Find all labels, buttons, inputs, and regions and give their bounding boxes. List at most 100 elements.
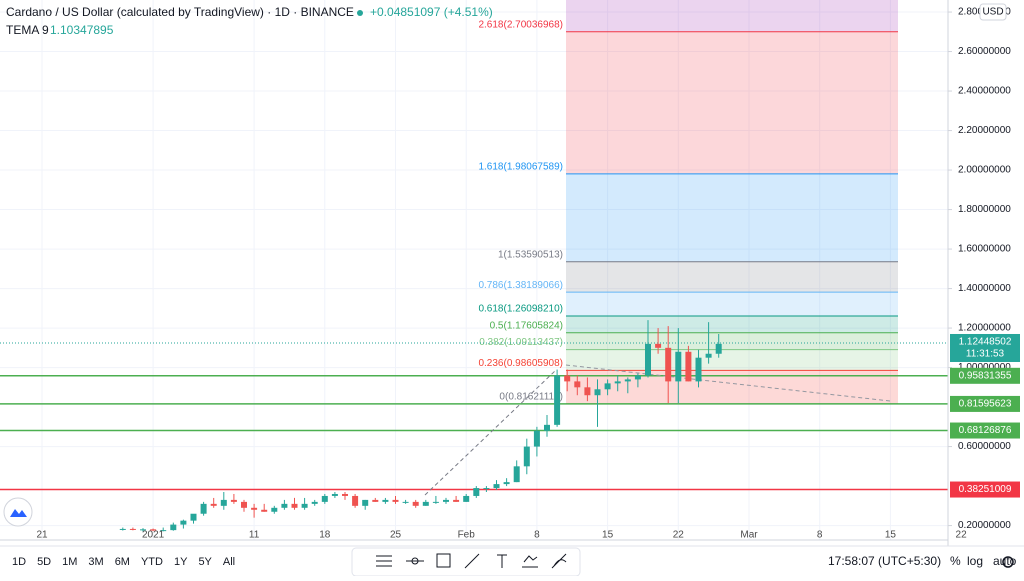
candle-body xyxy=(311,501,318,504)
scale-option[interactable]: log xyxy=(967,554,983,568)
y-tick-label: 2.20000000 xyxy=(958,125,1011,136)
y-tick-label: 2.60000000 xyxy=(958,46,1011,57)
tool-icon[interactable] xyxy=(406,557,424,565)
candle-body xyxy=(432,501,439,503)
candle-body xyxy=(382,499,389,502)
period-button[interactable]: 6M xyxy=(115,556,130,568)
fib-label: 2.618(2.70036968) xyxy=(478,19,563,30)
tool-icon[interactable] xyxy=(551,553,567,569)
candle-body xyxy=(523,446,530,467)
tool-icon[interactable] xyxy=(497,554,507,568)
period-button[interactable]: 1D xyxy=(12,556,26,568)
candle-body xyxy=(665,347,672,382)
x-tick-label: 8 xyxy=(817,530,823,541)
candle-body xyxy=(483,488,490,490)
period-button[interactable]: 1Y xyxy=(174,556,188,568)
fib-label: 0.5(1.17605824) xyxy=(490,320,563,331)
candle-body xyxy=(544,424,550,431)
period-button[interactable]: YTD xyxy=(141,556,163,568)
candle-body xyxy=(150,529,157,531)
x-tick-label: 15 xyxy=(602,530,614,541)
x-tick-label: 22 xyxy=(673,530,685,541)
fib-zone xyxy=(566,261,898,293)
candle-body xyxy=(554,375,561,425)
last-price-box xyxy=(950,333,1020,362)
y-tick-label: 1.20000000 xyxy=(958,323,1011,334)
y-tick-label: 1.60000000 xyxy=(958,244,1011,255)
candle-body xyxy=(584,387,591,396)
price-label-box xyxy=(950,481,1020,498)
period-button[interactable]: 5D xyxy=(37,556,51,568)
candle-body xyxy=(453,499,460,502)
period-button[interactable]: 1M xyxy=(62,556,77,568)
fib-label: 1(1.53590513) xyxy=(498,249,563,260)
y-tick-label: 0.60000000 xyxy=(958,441,1011,452)
fib-label: 0(0.81621113) xyxy=(499,392,563,403)
tool-icon[interactable] xyxy=(376,555,392,567)
candle-body xyxy=(119,528,126,530)
candle-body xyxy=(513,466,520,483)
fib-zone xyxy=(566,332,898,350)
fib-zone xyxy=(566,0,898,32)
fib-zone xyxy=(566,292,898,317)
candle-body xyxy=(352,495,359,506)
candle-body xyxy=(463,495,470,502)
fib-zone xyxy=(566,316,898,333)
period-button[interactable]: 3M xyxy=(88,556,103,568)
indicator-name: TEMA 9 xyxy=(6,23,49,37)
y-tick-label: 1.00000000 xyxy=(958,362,1011,373)
candle-body xyxy=(291,503,298,508)
candle-body xyxy=(160,530,167,532)
price-label-box xyxy=(950,367,1020,384)
candle-body xyxy=(634,375,641,380)
candle-body xyxy=(614,381,621,384)
currency-box[interactable] xyxy=(979,3,1007,21)
tool-icon[interactable] xyxy=(464,553,480,569)
tool-icon[interactable] xyxy=(522,555,538,568)
candle-body xyxy=(503,482,510,485)
currency: USD xyxy=(982,7,1003,18)
fib-label: 0.786(1.38189066) xyxy=(478,280,563,291)
logo-button[interactable] xyxy=(3,497,33,527)
countdown: 11:31:53 xyxy=(966,349,1005,360)
price-label: 0.81595623 xyxy=(959,399,1012,410)
y-tick-label: 2.40000000 xyxy=(958,86,1011,97)
y-tick-label: 2.00000000 xyxy=(958,165,1011,176)
fib-label: 0.236(0.98605908) xyxy=(478,358,563,369)
fib-label: 0.382(1.09113437) xyxy=(479,337,563,348)
candle-body xyxy=(362,499,369,506)
candle-body xyxy=(645,343,651,376)
candle-body xyxy=(342,493,348,496)
candle-body xyxy=(241,501,247,508)
fib-label: 1.618(1.98067589) xyxy=(478,162,563,173)
candle-body xyxy=(210,503,217,506)
price-label: 0.95831355 xyxy=(959,370,1012,381)
period-button[interactable]: 5Y xyxy=(198,556,212,568)
candle-body xyxy=(271,507,278,512)
scale-option[interactable]: % xyxy=(950,554,961,568)
x-tick-label: 8 xyxy=(534,530,540,541)
candle-body xyxy=(564,375,571,382)
symbol-title: Cardano / US Dollar (calculated by Tradi… xyxy=(6,5,354,19)
candle-body xyxy=(533,430,540,447)
candle-body xyxy=(473,488,480,496)
x-tick-label: 21 xyxy=(36,530,48,541)
x-tick-label: 15 xyxy=(885,530,897,541)
price-label-box xyxy=(950,422,1020,439)
candle-body xyxy=(675,351,682,382)
candle-body xyxy=(493,484,500,489)
status-dot xyxy=(357,10,363,16)
price-label: 0.68126876 xyxy=(959,425,1012,436)
candle-body xyxy=(705,353,712,358)
candle-body xyxy=(655,343,662,348)
candle-body xyxy=(443,499,449,502)
candle-body xyxy=(281,503,288,508)
fib-zone xyxy=(566,349,898,371)
period-button[interactable]: All xyxy=(223,556,235,568)
tool-icon[interactable] xyxy=(436,553,451,568)
candle-body xyxy=(695,357,702,382)
price-label-box xyxy=(950,395,1020,412)
settings-icon[interactable] xyxy=(1002,556,1014,568)
